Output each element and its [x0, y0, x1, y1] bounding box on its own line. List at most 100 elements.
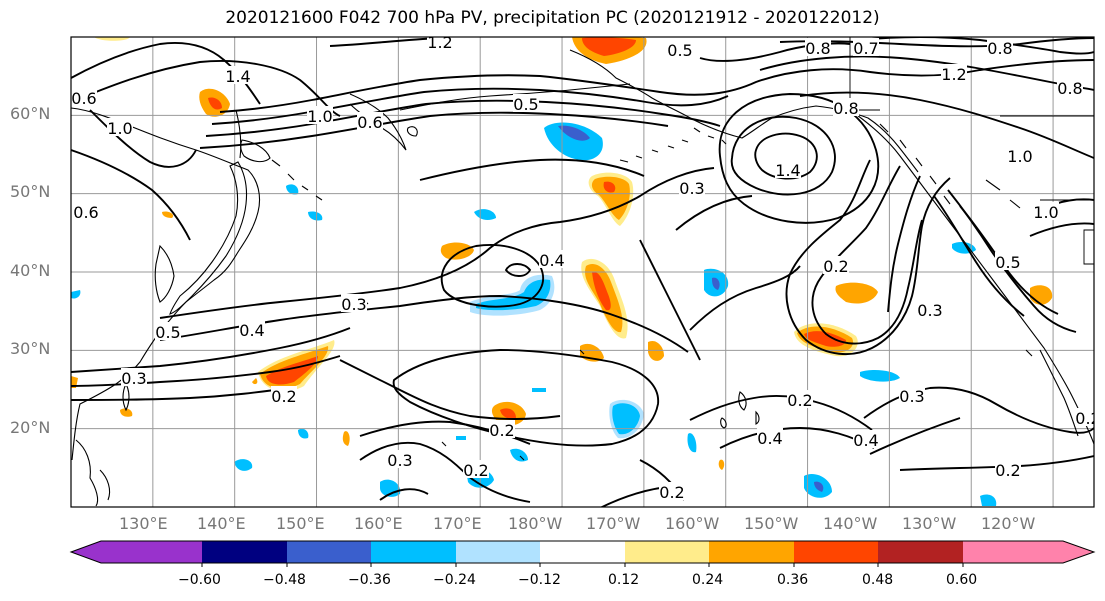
precip-blob-negative: [980, 494, 997, 506]
contour-label-background: [539, 250, 565, 268]
lon-label: 180°W: [508, 514, 563, 533]
pv-contour: [504, 263, 532, 277]
pv-contour: [359, 441, 531, 503]
lon-label: 170°E: [433, 514, 482, 533]
colorbar: [69, 540, 1096, 567]
contour-label-background: [463, 460, 489, 478]
precip-blob-negative: [286, 184, 299, 195]
coastline-philippines: [75, 439, 111, 507]
contour-label-background: [1033, 202, 1059, 220]
contour-label-background: [357, 112, 383, 130]
contour-label-background: [225, 66, 251, 84]
contour-label: 0.3: [387, 451, 412, 470]
lon-label: 140°E: [197, 514, 246, 533]
precip-blob-positive: [582, 37, 636, 56]
pv-contour: [779, 37, 1094, 48]
lon-label: 160°E: [354, 514, 403, 533]
contour-label-background: [775, 160, 801, 178]
precip-blob-negative: [814, 481, 824, 492]
pv-contour: [199, 111, 669, 149]
pv-contour: [211, 87, 729, 125]
pv-contour: [799, 91, 1094, 159]
contour-label-background: [667, 40, 693, 58]
colorbar-swatch: [287, 541, 371, 563]
pv-contour: [1029, 222, 1094, 237]
contour-label: 0.7: [853, 39, 878, 58]
contour-label-background: [679, 178, 705, 196]
contour-label: 1.4: [225, 67, 250, 86]
pv-contour: [392, 349, 659, 447]
contour-label-background: [1075, 408, 1094, 426]
precip-blob-positive: [500, 408, 516, 419]
precip-blob-negative: [456, 436, 466, 440]
lon-label: 120°W: [981, 514, 1036, 533]
coastline-baja: [1039, 349, 1079, 437]
contour-label: 0.6: [73, 203, 98, 222]
contour-label: 0.2: [659, 483, 684, 502]
pv-contour: [419, 158, 645, 181]
lat-label: 30°N: [10, 339, 51, 358]
precip-blob-positive: [804, 331, 846, 347]
precip-blob-positive: [603, 181, 616, 193]
contour-label-background: [787, 390, 813, 408]
contour-label: 0.2: [489, 421, 514, 440]
colorbar-tick: −0.60: [178, 572, 221, 588]
contour-label: 0.6: [71, 89, 96, 108]
precip-blob-positive: [718, 459, 725, 470]
contour-label-background: [307, 106, 333, 124]
coastline-kurils: [271, 159, 323, 201]
contour-label: 0.6: [357, 113, 382, 132]
colorbar-extend-left: [71, 541, 101, 563]
pv-contour: [718, 93, 880, 224]
contour-label: 0.3: [121, 369, 146, 388]
pv-contour: [89, 109, 197, 168]
lon-label: 140°W: [823, 514, 878, 533]
colorbar-extend-right: [1063, 541, 1094, 563]
contour-label-background: [1007, 146, 1033, 164]
precip-blob-positive: [342, 431, 350, 446]
pv-contour: [159, 167, 715, 319]
pv-contour: [811, 165, 923, 345]
precip-blob-negative: [544, 122, 603, 161]
precip-blob-negative: [860, 370, 900, 382]
precip-blob-positive: [440, 242, 474, 260]
pv-contour: [71, 355, 341, 387]
contour-label: 0.3: [899, 387, 924, 406]
pv-contour: [869, 417, 961, 455]
colorbar-tick: −0.12: [518, 572, 561, 588]
contour-label: 0.2: [995, 461, 1020, 480]
colorbar-swatch: [371, 541, 456, 563]
contour-label: 0.5: [155, 323, 180, 342]
precip-blob-positive: [208, 97, 222, 110]
colorbar-tick: 0.36: [777, 572, 809, 588]
precip-blob-negative: [558, 125, 590, 141]
contour-label-background: [239, 320, 265, 338]
contour-label-background: [387, 450, 413, 468]
pv-contour: [71, 387, 291, 401]
contour-label-background: [757, 428, 783, 446]
pv-contour: [959, 205, 1059, 315]
contour-label-background: [995, 460, 1021, 478]
precip-blob-positive: [120, 408, 133, 417]
contour-label: 1.0: [307, 107, 332, 126]
contour-label: 0.3: [917, 301, 942, 320]
pv-contour: [689, 394, 873, 431]
contour-label: 0.8: [805, 39, 830, 58]
contour-label: 0.4: [239, 321, 264, 340]
precip-blob-negative: [612, 403, 640, 435]
pv-contour: [71, 149, 191, 241]
contour-label-background: [71, 88, 97, 106]
contour-label-background: [659, 482, 685, 500]
pv-contour: [689, 265, 801, 331]
contour-label: 0.2: [271, 387, 296, 406]
precip-blob-negative: [298, 428, 309, 439]
precip-blob-positive: [592, 271, 611, 311]
pv-contour: [754, 132, 818, 180]
colorbar-swatch: [456, 541, 540, 563]
precip-blob-positive: [591, 176, 630, 220]
colorbar-tick: −0.24: [433, 572, 476, 588]
pv-contour: [639, 239, 701, 361]
contour-label-background: [155, 322, 181, 340]
contour-label: 0.2: [463, 461, 488, 480]
